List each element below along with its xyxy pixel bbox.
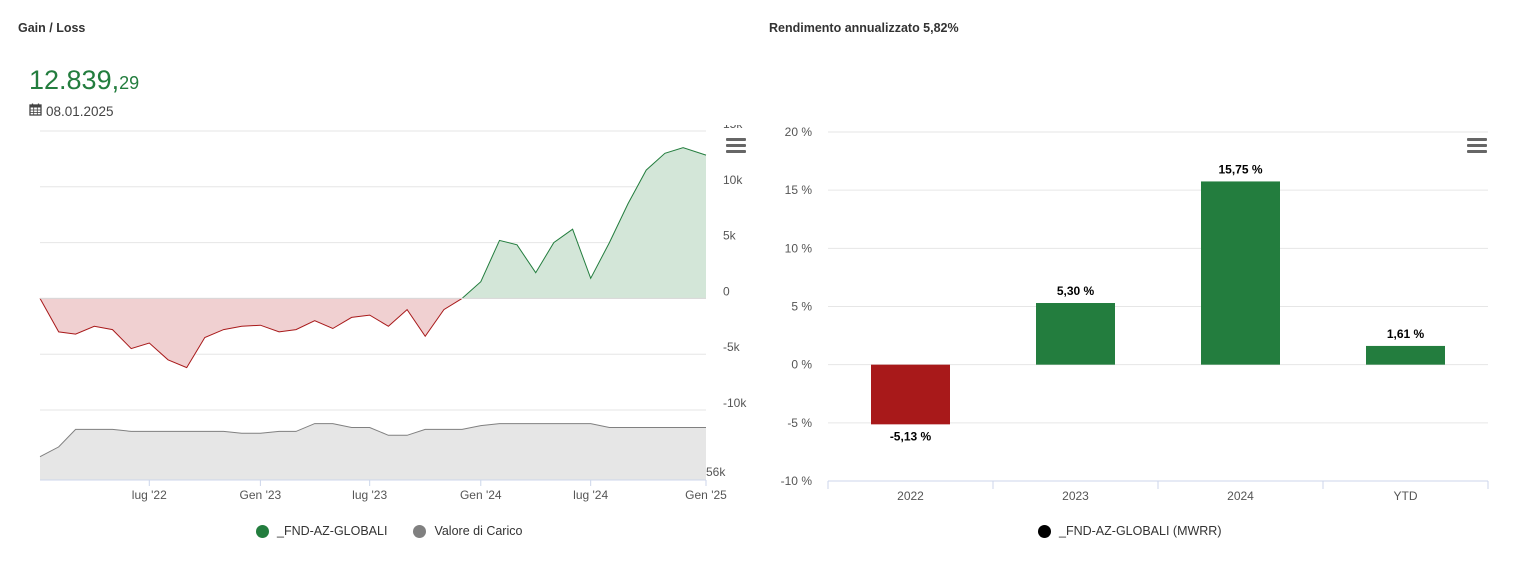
left-x-tick-label: Gen '24 [460,488,502,502]
bar-label-ytd: 1,61 % [1387,327,1425,341]
right-chart-legend: _FND-AZ-GLOBALI (MWRR) [1038,524,1248,538]
cost-value-line [39,423,706,458]
left-y-tick-label: 15k [723,125,743,131]
bar-2022 [871,364,950,425]
right-chart-bars: -5,13 % 5,30 % 15,75 % 1,61 % [871,162,1445,443]
right-y-tick-label: 0 % [791,358,812,372]
left-chart-axis: 15k 10k 5k 0 -5k -10k lug '22 Gen '23 lug '23 Gen… [40,125,747,502]
gain-loss-value-decimals: 29 [119,73,140,93]
left-y-tick-label: 0 [723,284,730,298]
loss-line [39,297,463,369]
left-x-tick-label: lug '23 [352,488,387,502]
legend-label-cost-value: Valore di Carico [434,524,523,538]
left-y-tick-label: -10k [723,396,747,410]
hamburger-icon [726,138,746,141]
bar-2023 [1036,303,1115,365]
left-chart-legend: _FND-AZ-GLOBALI Valore di Carico [256,524,548,538]
gain-loss-title: Gain / Loss [18,21,86,35]
right-y-tick-label: 20 % [785,125,813,139]
legend-item-fund[interactable]: _FND-AZ-GLOBALI [256,524,387,538]
left-x-tick-label: Gen '23 [240,488,282,502]
annual-return-chart: -5,13 % 5,30 % 15,75 % 1,61 % 20 % 15 % 10 % 5… [781,125,1489,503]
bar-label-2022: -5,13 % [890,429,932,443]
left-y-tick-label: 10k [723,173,743,187]
legend-item-cost-value[interactable]: Valore di Carico [413,524,522,538]
bar-label-2023: 5,30 % [1057,284,1095,298]
right-y-tick-label: 5 % [791,300,812,314]
right-chart-axis: 20 % 15 % 10 % 5 % 0 % -5 % -10 % 2022 2023 2024 Y… [781,125,1489,503]
gain-line [461,147,707,299]
legend-dot-fund [256,524,269,538]
gain-loss-chart: 15k 10k 5k 0 -5k -10k lug '22 Gen '23 lug '23 Gen… [39,125,747,502]
bar-label-2024: 15,75 % [1218,162,1262,176]
left-chart-lines [39,147,707,458]
cost-value-area [40,423,706,480]
left-x-tick-label: lug '22 [132,488,167,502]
right-y-tick-label: 15 % [785,183,813,197]
left-x-tick-label: lug '24 [573,488,608,502]
left-chart-menu-button[interactable] [726,138,746,154]
date-row: 08.01.2025 [29,103,114,119]
gain-area [462,147,706,299]
bar-2024 [1201,181,1280,365]
right-x-tick-label: 2022 [897,489,924,503]
left-x-tick-label: Gen '25 [685,488,727,502]
date-label: 08.01.2025 [46,103,114,119]
calendar-icon [29,103,42,119]
left-y-tick-label: -5k [723,340,741,354]
bar-ytd [1366,345,1445,365]
legend-label-fund: _FND-AZ-GLOBALI [277,524,388,538]
left-y-tick-label: 5k [723,229,737,243]
legend-dot-mwrr [1038,524,1051,538]
annualized-return-title: Rendimento annualizzato 5,82% [769,21,959,35]
right-x-tick-label: 2023 [1062,489,1089,503]
bottom-axis-label: 56k [706,465,726,479]
right-x-tick-label: 2024 [1227,489,1254,503]
loss-area [40,298,463,368]
legend-item-mwrr[interactable]: _FND-AZ-GLOBALI (MWRR) [1038,524,1222,538]
legend-label-mwrr: _FND-AZ-GLOBALI (MWRR) [1059,524,1222,538]
right-y-tick-label: 10 % [785,241,813,255]
right-y-tick-label: -10 % [781,474,813,488]
gain-loss-value-integer: 12.839, [29,65,120,95]
right-y-tick-label: -5 % [787,416,812,430]
gain-loss-value: 12.839,29 [29,63,139,100]
legend-dot-cost-value [413,524,427,538]
right-chart-menu-button[interactable] [1467,138,1487,154]
left-chart-areas [40,147,706,480]
hamburger-icon [1467,138,1487,141]
right-x-tick-label: YTD [1394,489,1418,503]
